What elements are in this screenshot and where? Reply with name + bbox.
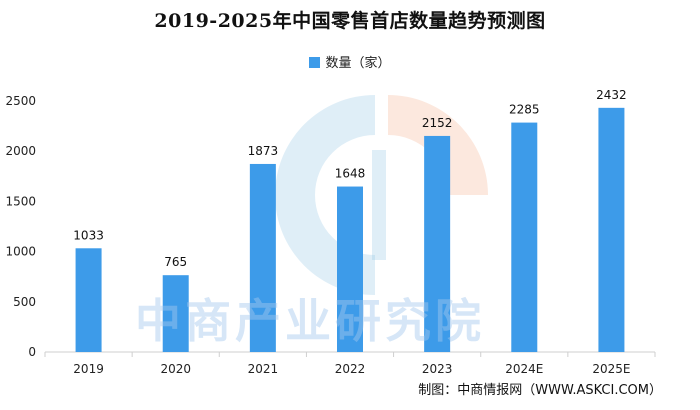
data-label-2023: 2152 — [422, 116, 453, 130]
watermark-bar-shape — [372, 150, 386, 260]
y-tick-label: 0 — [28, 345, 36, 359]
x-tick-label-2021: 2021 — [248, 362, 279, 376]
y-tick-label: 1000 — [5, 245, 36, 259]
data-label-2022: 1648 — [335, 167, 366, 181]
bar-2019 — [75, 248, 102, 352]
label-layer: 1033 2019 765 2020 1873 2021 1648 2022 2152 2023 2… — [73, 88, 630, 376]
bar-layer — [75, 107, 625, 352]
x-tick-label-2020: 2020 — [160, 362, 191, 376]
data-label-2020: 765 — [164, 255, 187, 269]
chart-title: 2019-2025年中国零售首店数量趋势预测图 — [154, 10, 546, 32]
watermark-logo — [275, 95, 488, 295]
y-tick-label: 1500 — [5, 194, 36, 208]
bar-2022 — [337, 186, 363, 352]
chart-legend: 数量（家） — [0, 52, 700, 71]
x-tick-label-2019: 2019 — [73, 362, 104, 376]
y-tick-label: 2000 — [5, 144, 36, 158]
data-label-2021: 1873 — [248, 144, 279, 158]
chart-credit: 制图：中商情报网（WWW.ASKCI.COM） — [418, 383, 662, 398]
watermark-text: 中商产业研究院 — [135, 294, 485, 348]
bar-2020 — [162, 275, 189, 352]
data-label-2025E: 2432 — [596, 88, 627, 102]
x-tick-label-2024E: 2024E — [505, 362, 543, 376]
x-tick-label-2022: 2022 — [335, 362, 366, 376]
axis-layer: 0 500 1000 1500 2000 2500 — [5, 94, 656, 359]
x-tick-label-2023: 2023 — [422, 362, 453, 376]
legend-swatch — [309, 57, 321, 68]
legend-label: 数量（家） — [325, 56, 391, 71]
bar-2021 — [249, 163, 276, 352]
bar-2024E — [511, 122, 538, 352]
data-label-2024E: 2285 — [509, 103, 540, 117]
watermark-c-shape — [275, 95, 375, 295]
y-tick-label: 500 — [13, 295, 36, 309]
x-tick-label-2025E: 2025E — [592, 362, 630, 376]
bar-2023 — [424, 135, 451, 352]
bar-2025E — [598, 107, 625, 352]
data-label-2019: 1033 — [73, 228, 104, 242]
y-tick-label: 2500 — [5, 94, 36, 108]
